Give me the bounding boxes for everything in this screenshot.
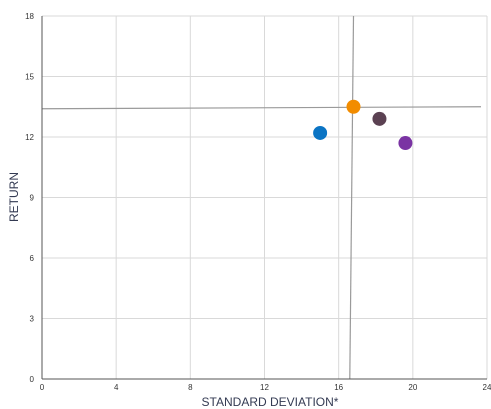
grid-lines [42, 15, 488, 379]
y-axis-title: RETURN [7, 172, 21, 222]
scatter-point [346, 99, 361, 114]
y-tick-label: 0 [30, 375, 35, 384]
data-points [313, 99, 413, 151]
y-tick-label: 9 [30, 194, 35, 203]
y-tick-label: 18 [25, 12, 34, 21]
x-tick-label: 8 [188, 383, 193, 392]
y-tick-labels: 0 3 6 9 12 15 18 [25, 12, 34, 384]
scatter-point [398, 136, 413, 151]
x-tick-label: 12 [260, 383, 269, 392]
scatter-point [313, 125, 328, 140]
x-tick-label: 20 [408, 383, 417, 392]
y-tick-label: 15 [25, 73, 34, 82]
scatter-point [372, 111, 387, 126]
axes [41, 16, 487, 380]
reference-lines [41, 15, 482, 380]
x-tick-label: 16 [334, 383, 343, 392]
x-tick-label: 24 [483, 383, 491, 392]
x-tick-label: 4 [114, 383, 119, 392]
y-tick-label: 3 [30, 315, 35, 324]
y-tick-label: 12 [25, 133, 34, 142]
horizontal-reference-line [41, 106, 482, 110]
x-tick-label: 0 [40, 383, 45, 392]
x-axis-title: STANDARD DEVIATION* [202, 395, 339, 409]
x-tick-labels: 0 4 8 12 16 20 24 [40, 383, 491, 392]
vertical-reference-line [349, 15, 355, 380]
y-tick-label: 6 [30, 254, 35, 263]
